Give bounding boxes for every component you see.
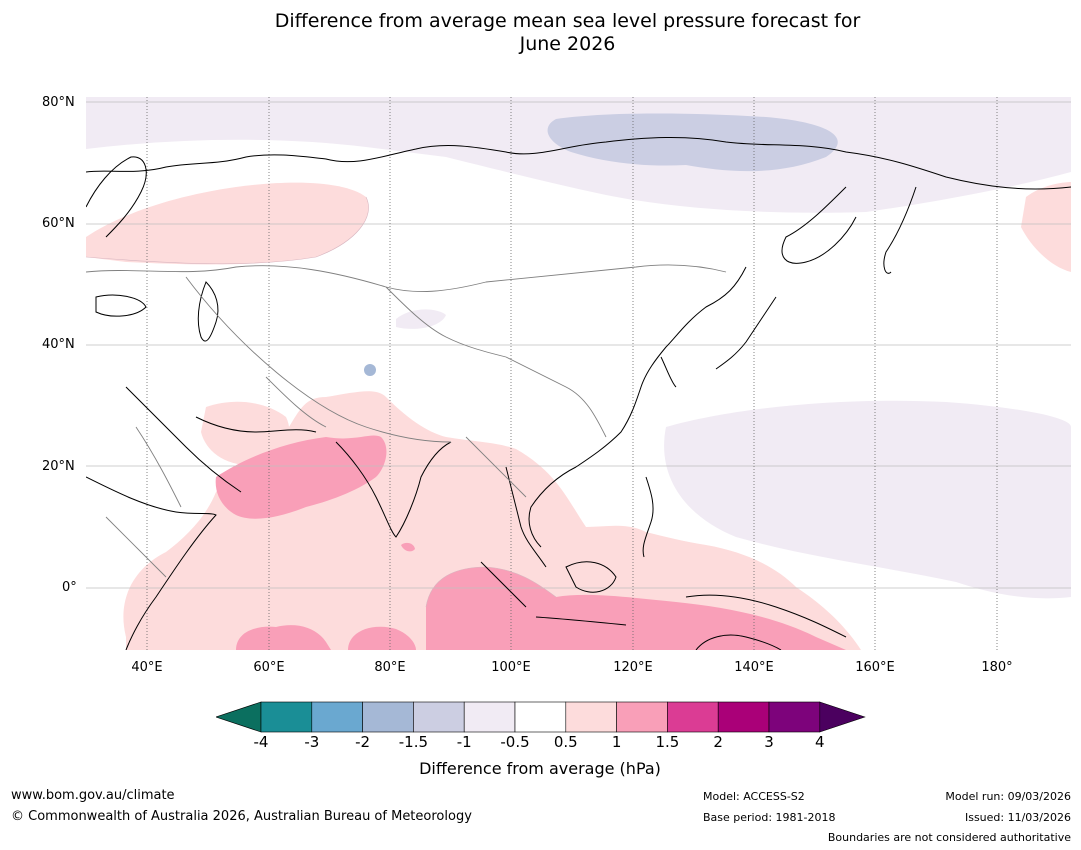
colorbar-segment	[362, 701, 414, 733]
colorbar-segment	[667, 701, 719, 733]
forecast-map	[86, 97, 1071, 650]
colorbar	[216, 701, 866, 733]
map-title: Difference from average mean sea level p…	[0, 10, 1081, 56]
footer-disclaimer: Boundaries are not considered authoritat…	[827, 831, 1071, 844]
coastlines	[86, 136, 1071, 650]
lon-label-180: 180°	[981, 660, 1013, 675]
lon-label-120e: 120°E	[613, 660, 653, 675]
anomaly-area-south-indian-2	[348, 626, 416, 650]
colorbar-tick-label: 2	[713, 733, 723, 751]
title-line-1: Difference from average mean sea level p…	[274, 10, 861, 32]
colorbar-segment	[565, 701, 617, 733]
colorbar-high-arrow	[819, 701, 866, 733]
map-canvas	[86, 97, 1071, 650]
anomaly-area-arabian-sea	[215, 435, 387, 519]
meridians	[146, 97, 998, 650]
anomaly-area-bay-of-bengal	[401, 542, 415, 552]
lat-label-80n: 80°N	[42, 95, 75, 110]
colorbar-tick-label: 0.5	[553, 733, 578, 751]
footer-base-period: Base period: 1981-2018	[703, 811, 836, 824]
colorbar-segment	[514, 701, 567, 733]
anomaly-area-north-pacific	[664, 400, 1071, 599]
footer-copyright: © Commonwealth of Australia 2026, Austra…	[11, 809, 472, 824]
colorbar-tick-label: -4	[253, 733, 269, 751]
colorbar-tick-label: 1	[611, 733, 622, 751]
lat-label-equator: 0°	[62, 580, 77, 595]
colorbar-label: Difference from average (hPa)	[419, 759, 661, 778]
colorbar-segment	[616, 701, 668, 733]
colorbar-tick-label: -1.5	[398, 733, 429, 751]
colorbar-segment	[768, 701, 821, 733]
lon-label-80e: 80°E	[374, 660, 406, 675]
footer-model-run: Model run: 09/03/2026	[945, 790, 1071, 803]
lon-label-160e: 160°E	[855, 660, 895, 675]
colorbar-tick-label: -2	[355, 733, 371, 751]
colorbar-segment	[717, 701, 770, 733]
footer-model: Model: ACCESS-S2	[703, 790, 805, 803]
anomaly-area-siberia	[547, 113, 838, 172]
colorbar-tick-label: -3	[304, 733, 320, 751]
lon-label-40e: 40°E	[131, 660, 163, 675]
colorbar-segment	[413, 701, 465, 733]
colorbar-tick-label: 3	[764, 733, 774, 751]
anomaly-area-tibet	[396, 309, 446, 329]
colorbar-low-arrow	[216, 701, 262, 733]
lat-label-20n: 20°N	[42, 459, 75, 474]
anomaly-area-west-siberia	[86, 182, 369, 265]
colorbar-tick-label: -0.5	[500, 733, 530, 751]
footer-url[interactable]: www.bom.gov.au/climate	[11, 788, 175, 803]
footer-issued: Issued: 11/03/2026	[964, 811, 1071, 824]
title-line-2: June 2026	[519, 33, 616, 55]
anomaly-area-south-indian-1	[236, 625, 331, 650]
anomaly-area-east-edge	[1021, 182, 1071, 272]
anomaly-shading	[86, 97, 1071, 650]
lat-label-40n: 40°N	[42, 337, 75, 352]
colorbar-segment	[260, 701, 313, 733]
anomaly-area-tibet-low	[364, 364, 376, 376]
anomaly-area-negative-north	[86, 97, 1071, 213]
colorbar-segment	[311, 701, 363, 733]
country-borders	[86, 264, 727, 578]
lon-label-60e: 60°E	[253, 660, 285, 675]
lon-label-140e: 140°E	[734, 660, 774, 675]
colorbar-tick-label: 1.5	[655, 733, 680, 751]
lon-label-100e: 100°E	[491, 660, 531, 675]
anomaly-area-arabia	[201, 401, 290, 466]
lat-label-60n: 60°N	[42, 216, 75, 231]
colorbar-tick-label: 4	[815, 733, 825, 751]
colorbar-segment	[463, 701, 516, 733]
colorbar-tick-label: -1	[456, 733, 472, 751]
